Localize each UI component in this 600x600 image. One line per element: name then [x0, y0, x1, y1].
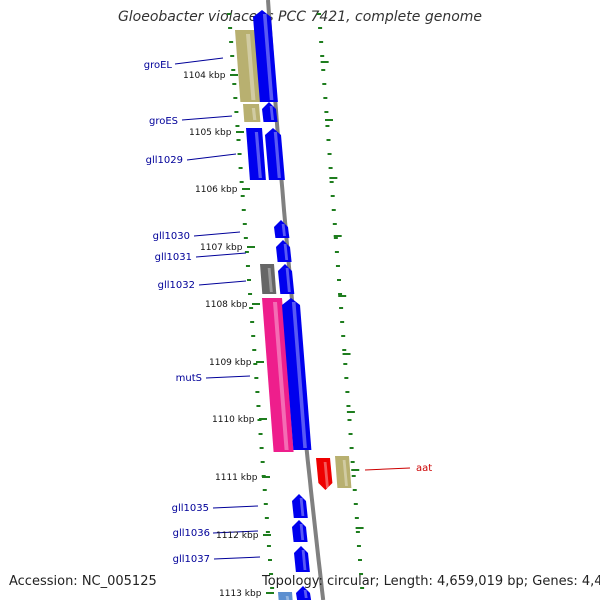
- groEL-bar-left: [235, 30, 261, 102]
- topology-text: Topology: circular; Length: 4,659,019 bp…: [262, 574, 600, 589]
- aat-bar-right: [335, 456, 352, 488]
- gll1036-gene-shine: [299, 524, 305, 540]
- groES-gene-shine: [269, 106, 274, 120]
- gll1029-gene-left-shine: [254, 132, 262, 178]
- groEL-gene: [253, 10, 278, 102]
- kbp-ruler-labels: 1104 kbp 1105 kbp 1106 kbp 1107 kbp 1108 kbp…: [183, 71, 274, 599]
- gll1029-gene-right-shine: [273, 132, 281, 178]
- gene-labels: groEL groES gll1029 gll1030 gll1031 gll1032 mu…: [144, 57, 432, 565]
- gene-features: [235, 10, 352, 600]
- gll1030-gene: [274, 220, 290, 238]
- gene-label: gll1031: [155, 252, 192, 263]
- kbp-label: 1109 kbp: [209, 358, 252, 368]
- leader-line: [212, 530, 259, 534]
- map-title: Gloeobacter violaceus PCC 7421, complete…: [117, 9, 483, 25]
- aat-gene: [316, 458, 333, 490]
- leader-line: [212, 505, 259, 509]
- gll1030-gene-shine: [281, 224, 286, 236]
- gll1029-gene-right: [265, 128, 285, 180]
- gll1032-gene-shine: [285, 268, 291, 292]
- gene-label: gll1035: [172, 503, 209, 514]
- gene-label: mutS: [176, 373, 202, 384]
- mutS-gene-shine: [273, 302, 289, 450]
- kbp-label: 1104 kbp: [183, 71, 226, 81]
- groES-gene: [262, 102, 278, 122]
- next-gene-left: [278, 592, 293, 600]
- gll1036-gene: [292, 520, 308, 542]
- leader-line: [193, 231, 241, 237]
- next-gene-right: [296, 586, 312, 600]
- aat-bar-right-shine: [342, 460, 348, 486]
- gll1032-bar-left: [260, 264, 277, 294]
- gene-label: groEL: [144, 60, 173, 71]
- leader-line: [195, 252, 247, 258]
- leader-line: [186, 153, 237, 161]
- kbp-label: 1112 kbp: [216, 531, 259, 541]
- gll1035-gene: [292, 494, 308, 518]
- groES-bar-left-shine: [251, 108, 257, 120]
- gll1029-gene-left: [246, 128, 266, 180]
- leader-line: [213, 556, 261, 560]
- gll1032-gene: [278, 264, 295, 294]
- gene-label: gll1037: [173, 554, 210, 565]
- leader-line: [181, 115, 233, 121]
- gll1037-gene: [294, 546, 310, 572]
- gll1031-gene: [276, 240, 292, 262]
- gll1037-gene-shine: [301, 550, 307, 570]
- accession-text: Accession: NC_005125: [9, 574, 157, 589]
- gll1031-gene-shine: [283, 244, 289, 260]
- leader-line: [174, 57, 224, 65]
- gene-label: gll1032: [158, 280, 195, 291]
- mutS-gene: [262, 298, 294, 452]
- gene-label: gll1030: [153, 231, 190, 242]
- groES-bar-left: [243, 104, 261, 122]
- leader-line: [198, 280, 247, 286]
- gene-label: groES: [149, 116, 178, 127]
- kbp-label: 1105 kbp: [189, 128, 232, 138]
- kbp-label: 1110 kbp: [212, 415, 255, 425]
- gll1032-bar-left-shine: [267, 268, 273, 292]
- mutS-gene-right-shine: [291, 302, 307, 448]
- gene-label: gll1036: [173, 528, 210, 539]
- gene-label: aat: [416, 463, 432, 474]
- leader-line: [364, 467, 411, 471]
- aat-gene-shine: [323, 462, 329, 488]
- kbp-label: 1108 kbp: [205, 300, 248, 310]
- kbp-label: 1106 kbp: [195, 185, 238, 195]
- gene-label: gll1029: [146, 155, 183, 166]
- next-gene-left-shine: [285, 596, 290, 600]
- kbp-label: 1111 kbp: [215, 473, 258, 483]
- groEL-bar-left-shine: [246, 34, 256, 100]
- groEL-gene-shine: [262, 14, 274, 100]
- leader-line: [205, 375, 251, 379]
- mutS-gene-right: [282, 298, 312, 450]
- next-gene-right-shine: [303, 590, 308, 598]
- kbp-label: 1107 kbp: [200, 243, 243, 253]
- gll1035-gene-shine: [299, 498, 305, 516]
- kbp-label: 1113 kbp: [219, 589, 262, 599]
